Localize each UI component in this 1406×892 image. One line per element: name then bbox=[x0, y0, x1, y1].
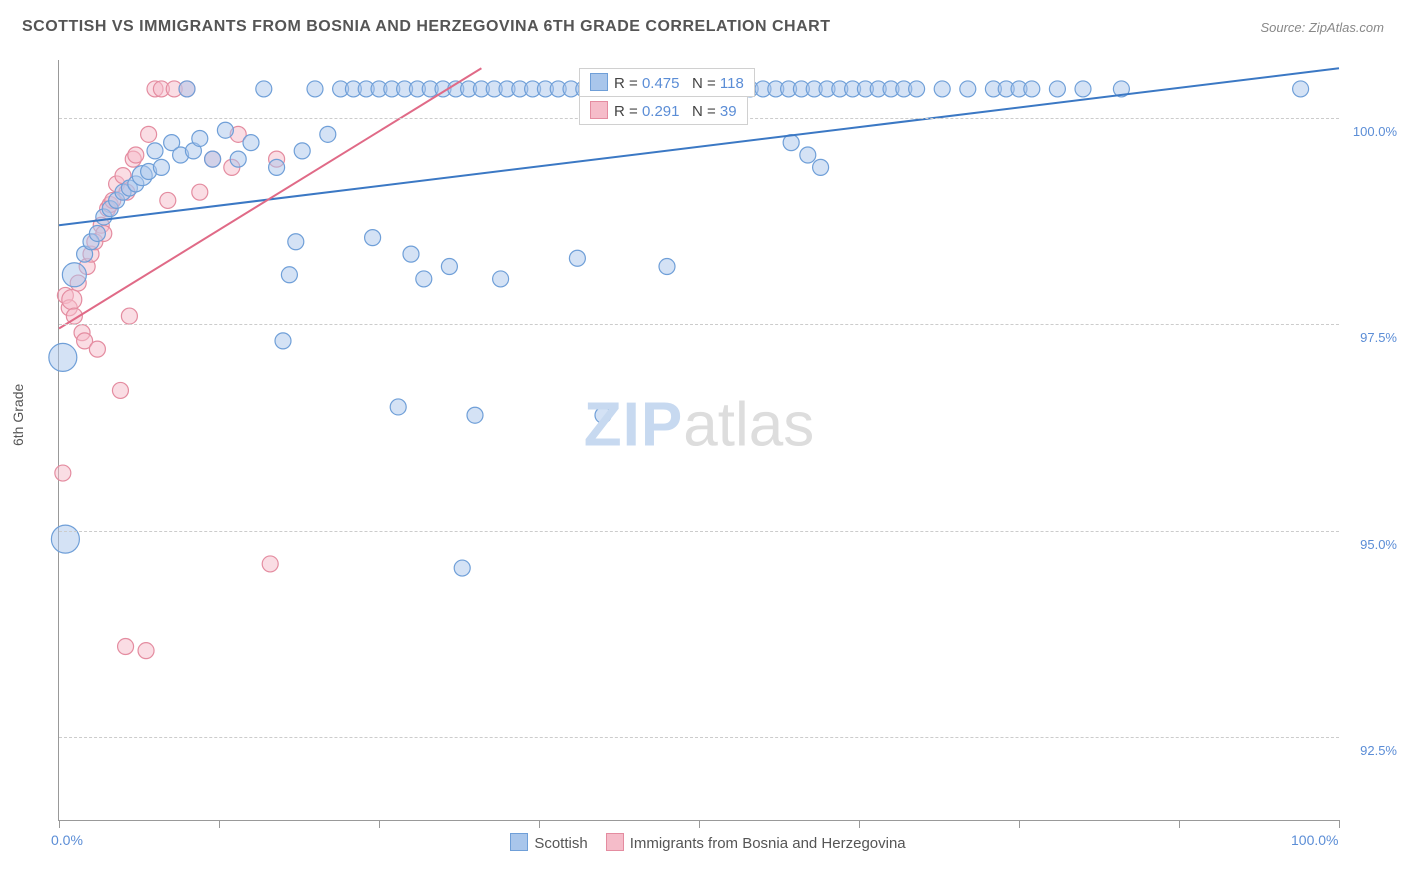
x-tick bbox=[539, 820, 540, 828]
data-point bbox=[365, 230, 381, 246]
data-point bbox=[192, 130, 208, 146]
data-point bbox=[262, 556, 278, 572]
data-point bbox=[416, 271, 432, 287]
source-attribution: Source: ZipAtlas.com bbox=[1260, 20, 1384, 35]
legend-swatch bbox=[510, 833, 528, 851]
legend-stat-bosnia: R = 0.291 N = 39 bbox=[579, 96, 748, 125]
data-point bbox=[49, 343, 77, 371]
data-point bbox=[307, 81, 323, 97]
x-tick-label: 100.0% bbox=[1291, 832, 1338, 848]
data-point bbox=[800, 147, 816, 163]
data-point bbox=[89, 225, 105, 241]
x-tick bbox=[1179, 820, 1180, 828]
data-point bbox=[467, 407, 483, 423]
data-point bbox=[294, 143, 310, 159]
data-point bbox=[813, 159, 829, 175]
data-point bbox=[205, 151, 221, 167]
y-tick-label: 97.5% bbox=[1360, 330, 1397, 345]
data-point bbox=[320, 126, 336, 142]
data-point bbox=[275, 333, 291, 349]
x-tick bbox=[379, 820, 380, 828]
grid-line bbox=[59, 531, 1339, 532]
x-tick bbox=[219, 820, 220, 828]
data-point bbox=[179, 81, 195, 97]
data-point bbox=[493, 271, 509, 287]
data-point bbox=[390, 399, 406, 415]
y-tick-label: 95.0% bbox=[1360, 537, 1397, 552]
legend-label: Immigrants from Bosnia and Herzegovina bbox=[630, 835, 906, 852]
r-value: 0.475 bbox=[642, 75, 680, 92]
data-point bbox=[121, 308, 137, 324]
data-point bbox=[153, 159, 169, 175]
data-point bbox=[243, 135, 259, 151]
grid-line bbox=[59, 737, 1339, 738]
data-point bbox=[269, 159, 285, 175]
r-value: 0.291 bbox=[642, 103, 680, 120]
data-point bbox=[62, 263, 86, 287]
x-tick bbox=[59, 820, 60, 828]
x-tick bbox=[699, 820, 700, 828]
legend-swatch bbox=[590, 101, 608, 119]
data-point bbox=[1024, 81, 1040, 97]
legend-label: Scottish bbox=[534, 835, 587, 852]
legend-swatch bbox=[606, 833, 624, 851]
data-point bbox=[569, 250, 585, 266]
data-point bbox=[89, 341, 105, 357]
data-point bbox=[112, 382, 128, 398]
data-point bbox=[659, 259, 675, 275]
data-point bbox=[141, 126, 157, 142]
x-tick-label: 0.0% bbox=[51, 832, 83, 848]
data-point bbox=[128, 147, 144, 163]
grid-line bbox=[59, 324, 1339, 325]
legend-bottom: Scottish Immigrants from Bosnia and Herze… bbox=[59, 833, 1339, 852]
n-label: N = bbox=[679, 103, 719, 120]
data-point bbox=[51, 525, 79, 553]
data-point bbox=[441, 259, 457, 275]
data-point bbox=[1075, 81, 1091, 97]
data-point bbox=[403, 246, 419, 262]
data-point bbox=[55, 465, 71, 481]
data-point bbox=[281, 267, 297, 283]
r-label: R = bbox=[614, 103, 642, 120]
x-tick bbox=[1339, 820, 1340, 828]
data-point bbox=[138, 643, 154, 659]
legend-swatch bbox=[590, 73, 608, 91]
chart-header: SCOTTISH VS IMMIGRANTS FROM BOSNIA AND H… bbox=[22, 18, 1384, 48]
plot-area: ZIPatlas ScottishImmigrants from Bosnia … bbox=[58, 60, 1339, 821]
data-point bbox=[934, 81, 950, 97]
x-tick bbox=[859, 820, 860, 828]
chart-title: SCOTTISH VS IMMIGRANTS FROM BOSNIA AND H… bbox=[22, 18, 830, 35]
n-value: 39 bbox=[720, 103, 737, 120]
source-name: ZipAtlas.com bbox=[1309, 20, 1384, 35]
n-value: 118 bbox=[720, 75, 744, 92]
data-point bbox=[909, 81, 925, 97]
data-point bbox=[147, 143, 163, 159]
source-prefix: Source: bbox=[1260, 20, 1308, 35]
y-tick-label: 100.0% bbox=[1353, 124, 1397, 139]
data-point bbox=[256, 81, 272, 97]
n-label: N = bbox=[679, 75, 719, 92]
data-point bbox=[62, 290, 82, 310]
data-point bbox=[160, 192, 176, 208]
data-point bbox=[288, 234, 304, 250]
data-point bbox=[595, 407, 611, 423]
data-point bbox=[192, 184, 208, 200]
scatter-svg bbox=[59, 60, 1339, 820]
data-point bbox=[454, 560, 470, 576]
data-point bbox=[217, 122, 233, 138]
data-point bbox=[1049, 81, 1065, 97]
data-point bbox=[1293, 81, 1309, 97]
data-point bbox=[230, 151, 246, 167]
y-tick-label: 92.5% bbox=[1360, 743, 1397, 758]
x-tick bbox=[1019, 820, 1020, 828]
data-point bbox=[118, 639, 134, 655]
data-point bbox=[960, 81, 976, 97]
legend-stat-scottish: R = 0.475 N = 118 bbox=[579, 68, 755, 97]
r-label: R = bbox=[614, 75, 642, 92]
y-axis-title: 6th Grade bbox=[10, 384, 26, 446]
